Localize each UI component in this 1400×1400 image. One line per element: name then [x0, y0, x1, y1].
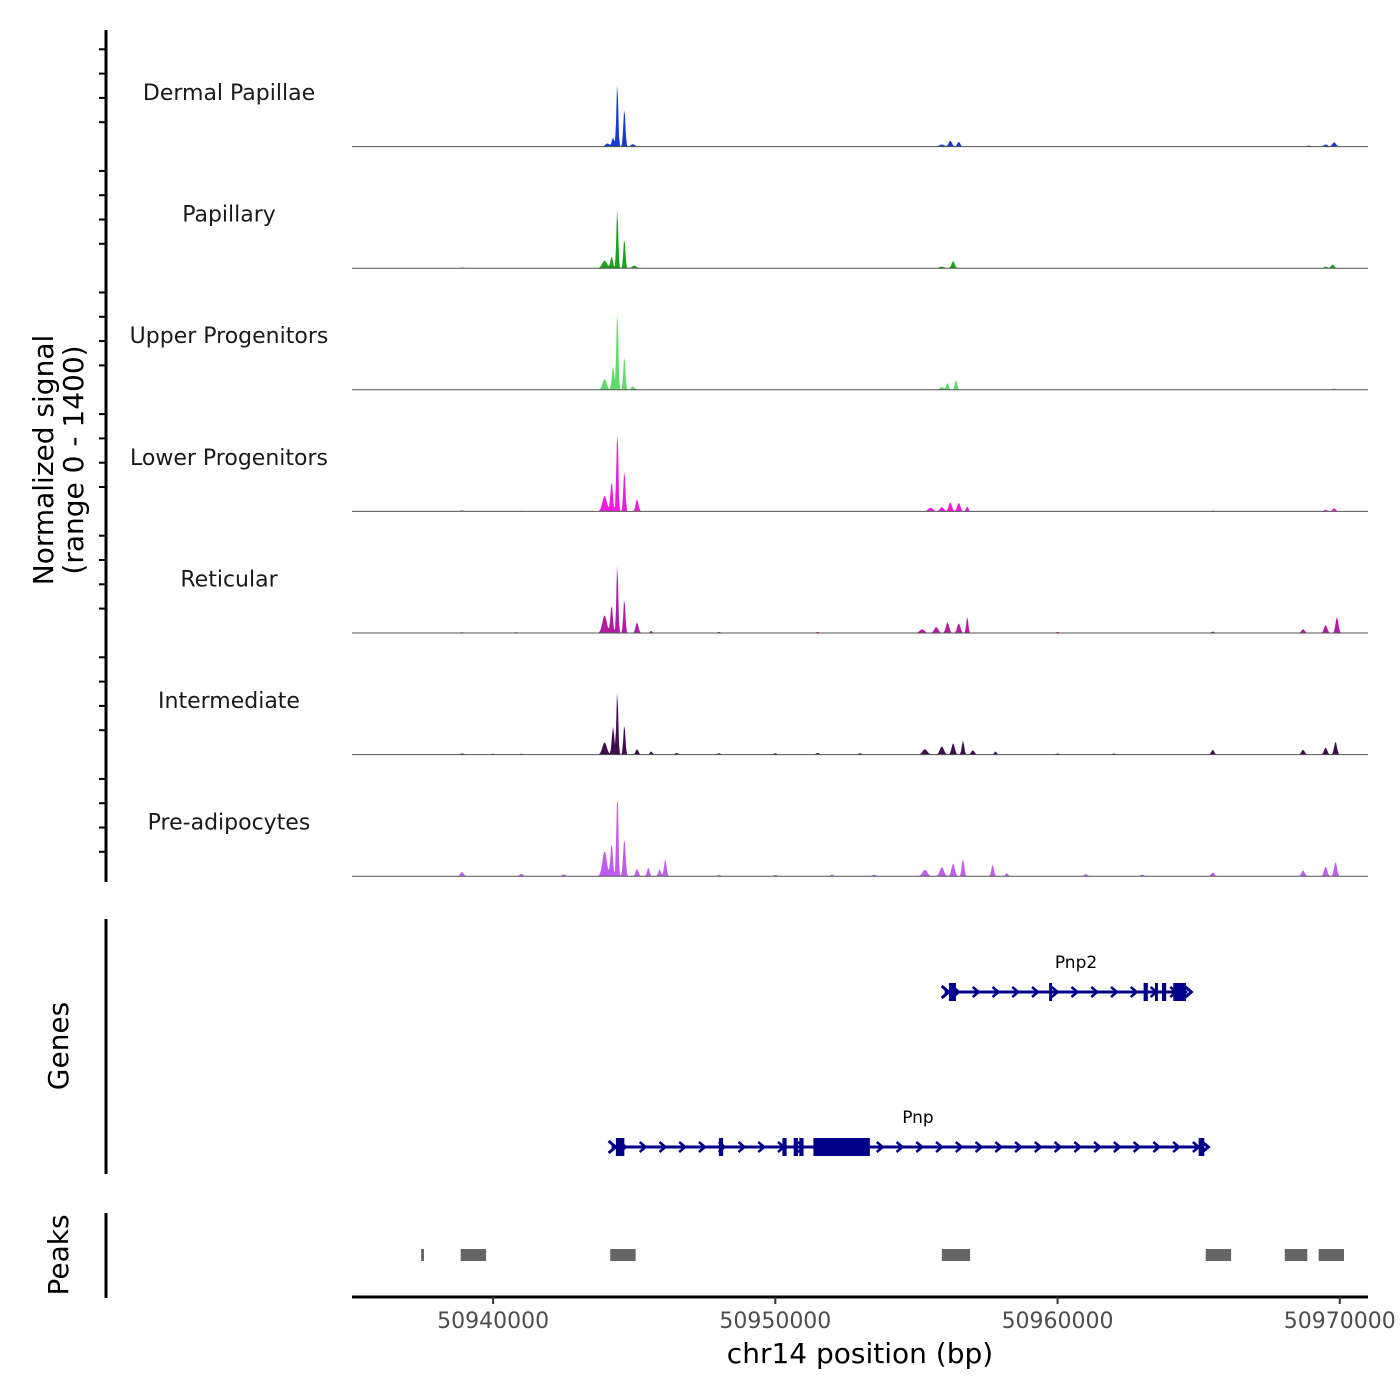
- strand-arrow: [1053, 1141, 1063, 1153]
- gene-exon: [948, 983, 956, 1001]
- x-tick-label: 50950000: [719, 1309, 831, 1334]
- strand-arrow: [1011, 986, 1021, 998]
- gene-model: Pnp2: [940, 953, 1194, 1001]
- peak-region: [1318, 1249, 1345, 1261]
- peak-region: [1284, 1249, 1308, 1261]
- gene-exon: [799, 1138, 804, 1156]
- gene-model: Pnp: [607, 1108, 1211, 1156]
- peaks-y-axis-title: Peaks: [42, 1214, 75, 1295]
- strand-arrow: [1129, 986, 1139, 998]
- gene-end-marker: [1183, 984, 1194, 1000]
- strand-arrow: [875, 1141, 885, 1153]
- track-label: Reticular: [180, 567, 278, 592]
- strand-arrow: [895, 1141, 905, 1153]
- strand-arrow: [1152, 1141, 1162, 1153]
- strand-arrow: [1014, 1141, 1023, 1153]
- strand-arrow: [935, 1141, 944, 1153]
- gene-exon: [718, 1138, 724, 1156]
- gene-exon: [793, 1138, 798, 1156]
- track-label: Intermediate: [158, 689, 300, 714]
- strand-arrow: [915, 1141, 925, 1153]
- x-tick-label: 50940000: [437, 1309, 549, 1334]
- strand-arrow: [1070, 986, 1080, 998]
- strand-arrow: [1110, 986, 1119, 998]
- signal-area: [352, 565, 1368, 633]
- gene-exon: [1154, 983, 1158, 1001]
- gene-start-marker: [940, 984, 951, 1000]
- track-label: Papillary: [182, 203, 276, 228]
- strand-arrow: [1113, 1141, 1122, 1153]
- track-label: Lower Progenitors: [130, 446, 328, 471]
- signal-area: [352, 801, 1368, 877]
- gene-label: Pnp2: [1055, 953, 1097, 973]
- strand-arrow: [994, 1141, 1004, 1153]
- signal-track: Upper Progenitors: [130, 314, 1368, 391]
- peak-region: [941, 1249, 971, 1261]
- gene-coding-block: [813, 1138, 870, 1156]
- strand-arrow: [991, 986, 1001, 998]
- strand-arrow: [1172, 1141, 1182, 1153]
- genes-panel: Pnp2 Pnp: [607, 953, 1211, 1156]
- gene-exon: [1049, 983, 1053, 1001]
- track-label: Pre-adipocytes: [148, 811, 311, 836]
- signal-area: [352, 209, 1368, 269]
- signal-track: Reticular: [180, 565, 1368, 634]
- gene-exon: [1173, 983, 1186, 1001]
- signal-panel: Dermal Papillae Papillary Upper Progenitor…: [130, 81, 1368, 877]
- strand-arrow: [737, 1141, 747, 1153]
- gene-exon: [1161, 983, 1167, 1001]
- gene-exon: [615, 1138, 625, 1156]
- strand-arrow: [1073, 1141, 1083, 1153]
- strand-arrow: [1031, 986, 1040, 998]
- signal-area: [352, 692, 1368, 755]
- gene-exon: [782, 1138, 787, 1156]
- peak-region: [610, 1249, 636, 1261]
- gene-start-marker: [607, 1139, 618, 1155]
- genes-y-axis-title: Genes: [42, 1002, 75, 1090]
- strand-arrow: [757, 1141, 767, 1153]
- x-axis: 50940000 50950000 50960000 50970000: [352, 1295, 1396, 1334]
- peak-region: [421, 1249, 424, 1261]
- signal-area: [352, 436, 1368, 512]
- signal-area: [352, 84, 1368, 147]
- strand-arrow: [638, 1141, 648, 1153]
- signal-track: Intermediate: [158, 689, 1368, 756]
- gene-exon: [1143, 983, 1148, 1001]
- peaks-panel: [421, 1249, 1345, 1261]
- signal-track: Pre-adipocytes: [148, 801, 1368, 877]
- strand-arrow: [1132, 1141, 1142, 1153]
- strand-arrow: [974, 1141, 984, 1153]
- strand-arrow: [678, 1141, 688, 1153]
- signal-track: Dermal Papillae: [143, 81, 1368, 148]
- signal-y-axis-title-line2: (range 0 - 1400): [57, 345, 90, 574]
- x-tick-label: 50970000: [1284, 1309, 1396, 1334]
- x-axis-title: chr14 position (bp): [727, 1337, 993, 1370]
- strand-arrow: [971, 986, 981, 998]
- strand-arrow: [1033, 1141, 1043, 1153]
- peak-region: [1205, 1249, 1232, 1261]
- track-label: Dermal Papillae: [143, 81, 315, 106]
- signal-track: Papillary: [182, 203, 1368, 269]
- signal-area: [352, 314, 1368, 390]
- peak-region: [460, 1249, 487, 1261]
- gene-exon: [1198, 1138, 1205, 1156]
- gene-label: Pnp: [902, 1108, 934, 1128]
- signal-track: Lower Progenitors: [130, 436, 1368, 512]
- track-label: Upper Progenitors: [130, 324, 329, 349]
- strand-arrow: [1050, 986, 1060, 998]
- strand-arrow: [1093, 1141, 1103, 1153]
- strand-arrow: [954, 1141, 964, 1153]
- signal-y-axis: [99, 30, 108, 882]
- strand-arrow: [1090, 986, 1100, 998]
- x-tick-label: 50960000: [1002, 1309, 1114, 1334]
- strand-arrow: [698, 1141, 707, 1153]
- signal-y-axis-title-line1: Normalized signal: [27, 335, 60, 586]
- strand-arrow: [658, 1141, 668, 1153]
